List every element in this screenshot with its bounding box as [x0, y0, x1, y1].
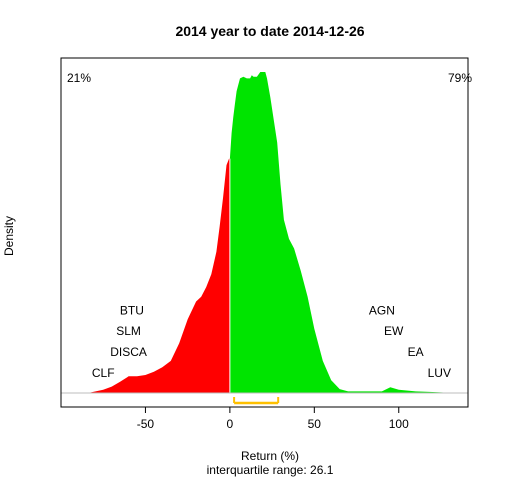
- annotation-label: LUV: [428, 366, 451, 380]
- positive-share-label: 79%: [448, 71, 472, 85]
- annotation-label: SLM: [116, 324, 141, 338]
- x-axis: -50 0 50 100: [60, 57, 469, 431]
- x-tick-label: 0: [227, 417, 234, 431]
- annotation-label: CLF: [92, 366, 115, 380]
- negative-density-area: [88, 158, 230, 393]
- annotation-label: BTU: [120, 303, 144, 317]
- iqr-caption: interquartile range: 26.1: [207, 463, 334, 477]
- x-tick-label: -50: [137, 417, 155, 431]
- annotation-label: AGN: [369, 303, 395, 317]
- chart-title: 2014 year to date 2014-12-26: [175, 23, 364, 39]
- annotation-label: EW: [384, 324, 404, 338]
- negative-share-label: 21%: [67, 71, 91, 85]
- plot-frame: [60, 57, 469, 408]
- x-tick-label: 50: [308, 417, 322, 431]
- annotation-label: DISCA: [110, 345, 147, 359]
- annotation-label: EA: [408, 345, 424, 359]
- x-axis-label: Return (%): [241, 449, 299, 463]
- y-axis-label: Density: [2, 216, 16, 256]
- density-area-group: [61, 72, 468, 394]
- x-tick-label: 100: [389, 417, 409, 431]
- positive-density-area: [229, 72, 453, 393]
- annotation-group: BTU SLM DISCA CLF AGN EW EA LUV: [92, 303, 451, 380]
